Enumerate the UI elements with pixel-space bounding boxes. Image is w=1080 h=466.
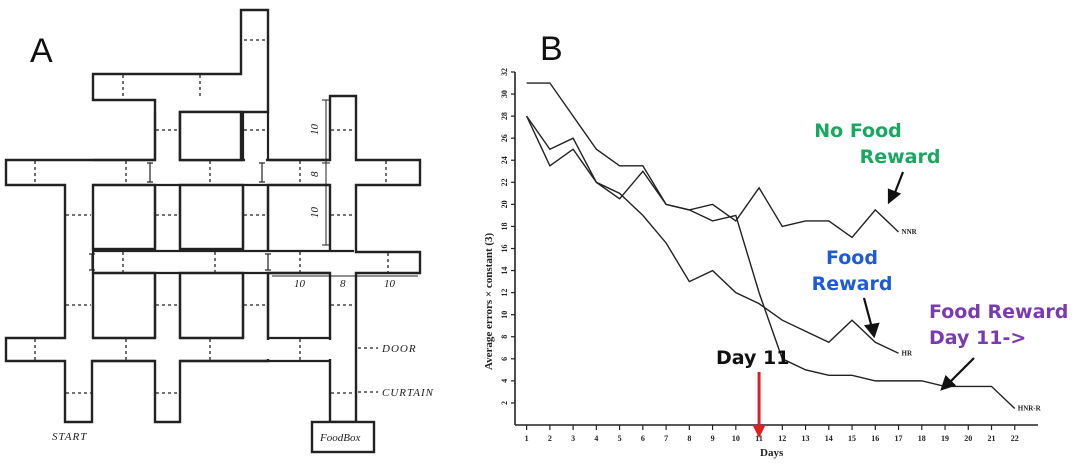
x-tick-label: 21 [988, 434, 996, 443]
x-tick-label: 4 [594, 434, 598, 443]
panel-b-letter: B [540, 30, 563, 68]
dim-label: 8 [309, 171, 321, 177]
x-ticks: 1 2 3 4 5 6 7 8 9 10 11 12 13 14 15 16 17 18 19 20 21 22 [525, 425, 1019, 443]
x-tick-label: 6 [641, 434, 645, 443]
y-tick-label: 26 [500, 134, 509, 142]
start-label: START [52, 431, 87, 443]
series-line-2 [526, 82, 1016, 409]
dim-label: 10 [294, 278, 306, 290]
y-tick-label: 14 [500, 267, 509, 275]
y-tick-label: 18 [500, 222, 509, 230]
x-tick-label: 12 [778, 434, 786, 443]
arrow-head [863, 322, 880, 339]
x-tick-label: 17 [895, 434, 903, 443]
x-tick-label: 8 [687, 434, 691, 443]
corridor [67, 251, 354, 271]
y-tick-label: 4 [500, 379, 509, 383]
y-tick-label: 10 [500, 311, 509, 319]
y-tick-label: 8 [500, 335, 509, 339]
arrow-head [940, 374, 957, 391]
annotation-food-line1: Food [826, 247, 878, 269]
x-tick-label: 13 [802, 434, 810, 443]
door-marks [89, 162, 271, 271]
corridor [67, 340, 354, 359]
day11-arrow-head [753, 426, 766, 438]
series-line-0 [525, 115, 900, 239]
y-tick-label: 2 [500, 401, 509, 405]
x-tick-label: 5 [618, 434, 622, 443]
x-tick-label: 14 [825, 434, 833, 443]
y-tick-label: 32 [500, 68, 509, 76]
annotation-arrows [862, 171, 975, 391]
maze-block [178, 110, 243, 162]
panel-a-letter: A [30, 32, 53, 70]
x-tick-label: 1 [525, 434, 529, 443]
annotation-no-food-line1: No Food [814, 120, 902, 142]
y-tick-label: 22 [500, 178, 509, 186]
annotation-no-food-line2: Reward [860, 146, 941, 168]
annotation-day11: Day 11 [716, 347, 789, 369]
dim-label: 10 [384, 278, 396, 290]
x-axis-label: Days [760, 447, 784, 459]
corridor [157, 114, 178, 359]
curtain-marks [34, 39, 389, 394]
y-tick-label: 28 [500, 112, 509, 120]
annotation-food-line2: Reward [812, 273, 893, 295]
x-tick-label: 10 [732, 434, 740, 443]
x-tick-label: 20 [964, 434, 972, 443]
food-box [310, 420, 376, 454]
maze-diagram: 10 8 10 10 8 10 DOOR CURTAIN START FoodB… [4, 8, 434, 454]
y-tick-label: 20 [500, 200, 509, 208]
x-tick-label: 19 [941, 434, 949, 443]
dim-label: 8 [340, 278, 346, 290]
x-tick-label: 2 [548, 434, 552, 443]
dim-label: 10 [309, 124, 321, 136]
door-label: DOOR [381, 343, 417, 355]
x-tick-label: 16 [871, 434, 879, 443]
x-tick-label: 11 [755, 434, 763, 443]
series-end-label: HR [902, 349, 913, 357]
arrow-food-day11 [948, 357, 975, 384]
series-line-1 [526, 115, 899, 354]
x-tick-label: 15 [848, 434, 856, 443]
arrow-head [887, 188, 902, 205]
x-tick-label: 7 [664, 434, 668, 443]
arrow-food [862, 297, 874, 329]
x-tick-label: 18 [918, 434, 926, 443]
annotation-food-day11-line2: Day 11-> [929, 327, 1026, 349]
y-tick-label: 16 [500, 245, 509, 253]
y-tick-label: 12 [500, 289, 509, 297]
measurement-lines [272, 99, 418, 277]
y-tick-label: 24 [500, 156, 509, 164]
day11-marker [753, 372, 766, 438]
curtain-label: CURTAIN [382, 387, 434, 399]
food-box-label: FoodBox [319, 432, 360, 444]
x-tick-label: 9 [711, 434, 715, 443]
x-tick-label: 22 [1011, 434, 1019, 443]
series-end-label: NNR [902, 228, 918, 236]
corridor [95, 162, 328, 183]
corridor [245, 114, 266, 359]
dim-label: 10 [309, 207, 321, 219]
x-tick-label: 3 [571, 434, 575, 443]
series-layer: NNR HR HNR-R [525, 82, 1042, 412]
y-tick-label: 6 [500, 357, 509, 361]
series-end-label: HNR-R [1018, 404, 1042, 412]
y-axis-label: Average errors × constant (3) [483, 232, 495, 370]
y-tick-label: 30 [500, 90, 509, 98]
arrow-no-food [892, 171, 905, 196]
annotation-food-day11-line1: Food Reward [929, 301, 1068, 323]
